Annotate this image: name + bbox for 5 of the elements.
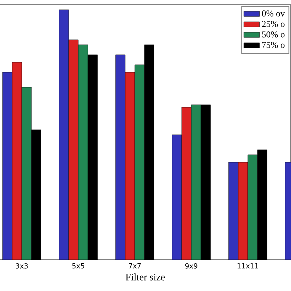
x-axis-title: Filter size bbox=[126, 274, 166, 281]
legend-label: 50% o bbox=[262, 32, 285, 38]
legend-label: 0% ov bbox=[262, 10, 286, 17]
legend-label: 25% o bbox=[262, 21, 285, 28]
legend-label: 75% o bbox=[262, 42, 285, 48]
